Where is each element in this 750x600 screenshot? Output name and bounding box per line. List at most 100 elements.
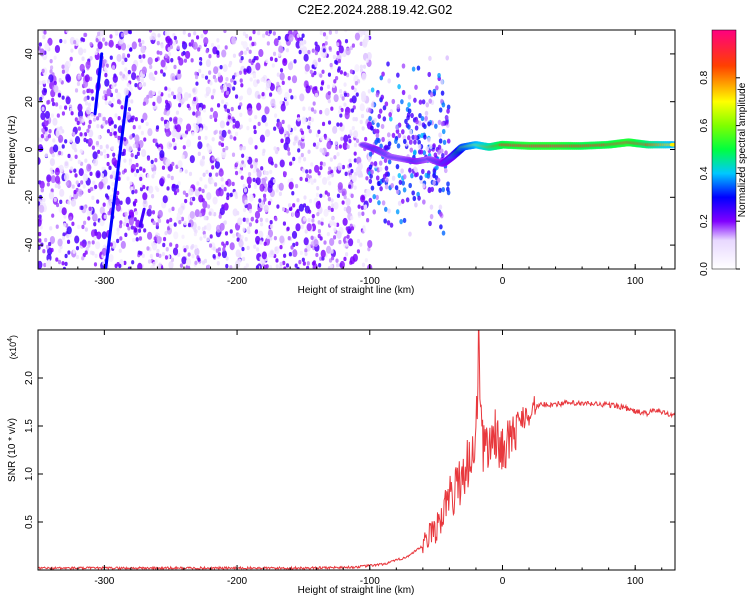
cluster-cell <box>407 102 411 108</box>
noise-cell <box>181 41 188 50</box>
cluster-cell <box>422 199 426 205</box>
noise-cell <box>293 95 297 100</box>
noise-cell <box>359 242 363 247</box>
noise-cell <box>309 69 313 75</box>
noise-cell <box>142 112 148 121</box>
noise-cell <box>279 244 283 250</box>
noise-cell <box>63 63 69 72</box>
noise-cell <box>262 148 266 154</box>
noise-cell <box>320 81 325 86</box>
noise-cell <box>234 94 239 99</box>
noise-cell <box>239 163 243 168</box>
noise-cell <box>149 64 153 70</box>
noise-cell <box>364 34 370 43</box>
noise-cell <box>61 64 65 69</box>
noise-cell <box>229 192 233 198</box>
noise-cell <box>52 117 58 126</box>
noise-cell <box>242 31 247 36</box>
noise-cell <box>111 65 116 70</box>
noise-cell <box>319 165 323 171</box>
noise-cell <box>223 104 227 109</box>
noise-cell <box>123 30 129 36</box>
noise-cell <box>104 93 108 99</box>
noise-cell <box>147 128 153 137</box>
noise-cell <box>314 86 318 91</box>
noise-cell <box>50 147 54 152</box>
noise-cell <box>155 125 160 130</box>
noise-cell <box>168 260 174 269</box>
cluster-cell <box>402 138 407 145</box>
noise-cell <box>267 200 272 206</box>
noise-cell <box>198 187 202 192</box>
noise-cell <box>300 41 304 46</box>
noise-cell <box>83 137 87 143</box>
noise-cell <box>221 250 228 259</box>
noise-cell <box>145 121 149 127</box>
noise-cell <box>117 116 121 121</box>
noise-cell <box>178 102 182 108</box>
noise-cell <box>232 191 236 197</box>
cluster-cell <box>402 174 407 180</box>
noise-cell <box>242 145 246 151</box>
noise-cell <box>138 236 143 241</box>
noise-cell <box>49 58 53 64</box>
noise-cell <box>279 72 285 81</box>
noise-cell <box>169 242 173 247</box>
noise-cell <box>273 146 277 151</box>
noise-cell <box>197 225 201 231</box>
snr-frame <box>37 329 676 571</box>
noise-cell <box>298 49 302 55</box>
noise-cell <box>242 217 246 222</box>
noise-cell <box>199 236 203 241</box>
cluster-cell <box>377 113 382 119</box>
noise-cell <box>361 30 365 35</box>
noise-cell <box>163 119 168 125</box>
noise-cell <box>53 55 57 61</box>
noise-cell <box>297 148 301 153</box>
noise-cell <box>98 30 105 37</box>
noise-cell <box>354 64 360 73</box>
noise-cell <box>63 39 67 44</box>
noise-cell <box>203 258 208 264</box>
noise-cell <box>249 77 253 82</box>
cluster-cell <box>379 75 384 81</box>
noise-cell <box>102 176 108 185</box>
noise-cell <box>254 229 258 235</box>
noise-cell <box>155 142 159 147</box>
noise-cell <box>239 124 244 129</box>
noise-cell <box>312 101 316 106</box>
noise-cell <box>148 204 152 210</box>
cluster-cell <box>429 92 434 98</box>
noise-cell <box>258 198 262 203</box>
noise-cell <box>297 158 302 164</box>
noise-cell <box>74 235 80 244</box>
noise-cell <box>345 47 351 56</box>
cluster-cell <box>380 94 385 100</box>
noise-cell <box>130 99 134 104</box>
noise-cell <box>350 193 354 199</box>
noise-cell <box>50 113 55 118</box>
noise-cell <box>85 246 89 252</box>
noise-cell <box>125 111 131 120</box>
noise-cell <box>314 92 319 98</box>
noise-cell <box>39 180 45 189</box>
noise-cell <box>195 81 199 86</box>
noise-cell <box>94 231 98 236</box>
noise-cell <box>311 213 315 219</box>
noise-cell <box>142 168 146 173</box>
cluster-cell <box>438 138 443 144</box>
noise-cell <box>119 236 123 241</box>
noise-cell <box>225 90 230 96</box>
noise-cell <box>66 226 72 235</box>
noise-cell <box>70 48 74 53</box>
noise-cell <box>346 234 350 239</box>
noise-cell <box>193 31 197 36</box>
noise-cell <box>242 183 246 189</box>
noise-cell <box>359 68 364 73</box>
noise-cell <box>46 79 50 84</box>
noise-cell <box>324 135 328 140</box>
noise-cell <box>117 135 121 141</box>
cluster-cell <box>379 143 383 149</box>
snr-marks <box>38 330 675 570</box>
noise-cell <box>197 151 201 157</box>
